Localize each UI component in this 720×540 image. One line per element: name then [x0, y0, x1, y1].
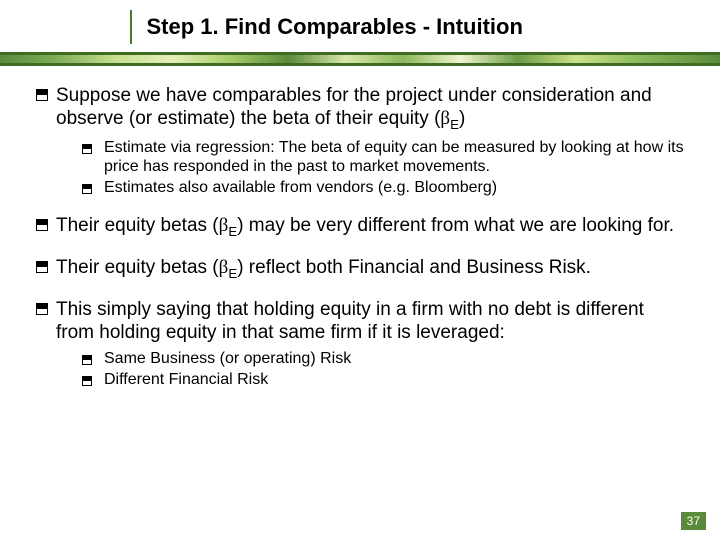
page-number-badge: 37 [681, 512, 706, 530]
bullet-4a: Same Business (or operating) Risk [82, 350, 684, 369]
bullet-4-sublist: Same Business (or operating) Risk Differ… [56, 350, 684, 390]
bullet-1a: Estimate via regression: The beta of equ… [82, 139, 684, 177]
bullet-1b: Estimates also available from vendors (e… [82, 179, 684, 198]
bullet-1: Suppose we have comparables for the proj… [36, 84, 684, 198]
beta-subscript: E [228, 224, 237, 239]
beta-symbol: β [219, 215, 229, 236]
bullet-2: Their equity betas (βE) may be very diff… [36, 214, 684, 240]
bullet-4-text: This simply saying that holding equity i… [56, 299, 644, 343]
bullet-4b: Different Financial Risk [82, 371, 684, 390]
beta-symbol: β [219, 257, 229, 278]
bullet-1-text-pre: Suppose we have comparables for the proj… [56, 85, 652, 129]
slide-title: Step 1. Find Comparables - Intuition [146, 14, 522, 40]
bullet-1-sublist: Estimate via regression: The beta of equ… [56, 139, 684, 198]
bullet-2-text-post: ) may be very different from what we are… [237, 215, 674, 236]
beta-subscript: E [450, 117, 459, 132]
slide: Step 1. Find Comparables - Intuition Sup… [0, 0, 720, 540]
bullet-3: Their equity betas (βE) reflect both Fin… [36, 256, 684, 282]
bullet-list: Suppose we have comparables for the proj… [36, 84, 684, 390]
bullet-4: This simply saying that holding equity i… [36, 298, 684, 390]
decorative-bar-icon [0, 52, 720, 66]
beta-subscript: E [228, 266, 237, 281]
beta-symbol: β [440, 108, 450, 129]
bullet-2-text-pre: Their equity betas ( [56, 215, 219, 236]
title-region: Step 1. Find Comparables - Intuition [0, 0, 720, 44]
bullet-1-text-post: ) [459, 108, 465, 129]
content-area: Suppose we have comparables for the proj… [0, 66, 720, 390]
title-rule-icon [130, 10, 132, 44]
bullet-3-text-pre: Their equity betas ( [56, 257, 219, 278]
bullet-3-text-post: ) reflect both Financial and Business Ri… [237, 257, 591, 278]
